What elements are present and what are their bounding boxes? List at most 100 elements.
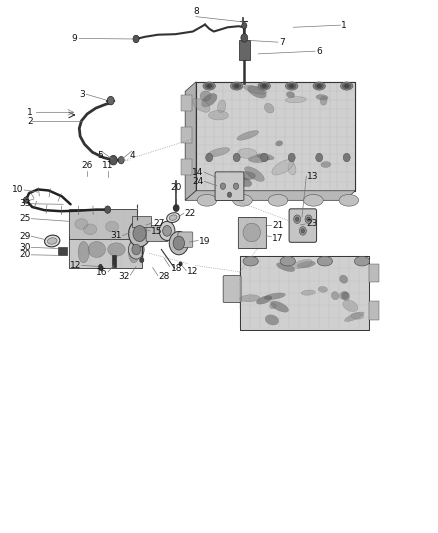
Text: 20: 20	[19, 251, 30, 260]
Polygon shape	[185, 82, 196, 200]
Text: 26: 26	[81, 161, 93, 169]
Circle shape	[288, 154, 295, 162]
Text: 22: 22	[184, 209, 196, 218]
Ellipse shape	[315, 83, 323, 89]
Bar	[181, 127, 192, 143]
Bar	[70, 236, 141, 268]
Circle shape	[128, 240, 144, 259]
Circle shape	[23, 197, 28, 203]
Circle shape	[227, 192, 232, 197]
Bar	[196, 82, 356, 191]
Ellipse shape	[244, 167, 264, 181]
Ellipse shape	[88, 241, 106, 257]
Ellipse shape	[317, 256, 332, 266]
Ellipse shape	[276, 141, 283, 146]
Polygon shape	[185, 191, 356, 200]
Circle shape	[118, 157, 124, 164]
Bar	[240, 256, 368, 330]
Circle shape	[110, 156, 117, 165]
Text: 7: 7	[279, 38, 285, 47]
Circle shape	[241, 34, 248, 42]
Ellipse shape	[318, 286, 328, 292]
Ellipse shape	[265, 315, 279, 325]
Ellipse shape	[193, 98, 210, 112]
Bar	[368, 264, 379, 282]
Text: 3: 3	[80, 90, 85, 99]
Ellipse shape	[317, 85, 321, 87]
Ellipse shape	[344, 85, 349, 87]
Circle shape	[99, 265, 102, 268]
Bar	[239, 40, 250, 60]
Circle shape	[179, 262, 182, 265]
Circle shape	[173, 205, 179, 211]
Ellipse shape	[243, 256, 258, 266]
Ellipse shape	[75, 219, 88, 229]
Circle shape	[233, 154, 240, 162]
Ellipse shape	[238, 148, 257, 158]
Ellipse shape	[339, 292, 348, 300]
Circle shape	[129, 220, 150, 247]
Circle shape	[162, 225, 171, 236]
FancyBboxPatch shape	[289, 209, 317, 243]
Ellipse shape	[47, 238, 57, 244]
Ellipse shape	[320, 96, 327, 105]
Ellipse shape	[340, 82, 353, 90]
Text: 25: 25	[19, 214, 30, 223]
Text: 16: 16	[96, 269, 107, 277]
Ellipse shape	[235, 177, 252, 187]
Circle shape	[105, 206, 111, 213]
Bar	[58, 247, 67, 255]
Ellipse shape	[257, 154, 274, 160]
Text: 13: 13	[307, 172, 319, 181]
Text: 18: 18	[170, 264, 182, 272]
Circle shape	[242, 22, 247, 29]
Ellipse shape	[108, 243, 125, 256]
Bar	[181, 95, 192, 111]
Bar	[181, 159, 192, 175]
Ellipse shape	[233, 83, 241, 89]
Circle shape	[220, 183, 226, 189]
Circle shape	[140, 258, 144, 262]
Ellipse shape	[203, 82, 215, 90]
Ellipse shape	[313, 82, 325, 90]
Text: 31: 31	[110, 231, 122, 240]
Bar	[368, 301, 379, 320]
Circle shape	[159, 221, 175, 240]
Ellipse shape	[78, 241, 89, 263]
Ellipse shape	[286, 82, 298, 90]
Ellipse shape	[301, 290, 315, 295]
Text: 28: 28	[159, 272, 170, 281]
Text: 5: 5	[97, 151, 103, 159]
Ellipse shape	[207, 148, 230, 157]
Ellipse shape	[106, 221, 119, 232]
Ellipse shape	[197, 195, 217, 206]
Circle shape	[133, 225, 146, 241]
FancyBboxPatch shape	[178, 232, 193, 247]
Ellipse shape	[248, 86, 266, 98]
Text: 33: 33	[19, 199, 30, 208]
Ellipse shape	[342, 292, 350, 300]
Circle shape	[107, 96, 114, 105]
Circle shape	[293, 215, 300, 223]
Ellipse shape	[248, 155, 269, 163]
FancyBboxPatch shape	[223, 276, 241, 303]
Ellipse shape	[270, 301, 289, 312]
FancyBboxPatch shape	[215, 172, 244, 200]
Ellipse shape	[339, 195, 359, 206]
Ellipse shape	[200, 91, 211, 101]
Ellipse shape	[208, 111, 228, 120]
Ellipse shape	[280, 256, 295, 266]
Ellipse shape	[167, 213, 180, 222]
Text: 20: 20	[170, 183, 182, 192]
Ellipse shape	[339, 275, 348, 284]
Text: 6: 6	[317, 47, 322, 55]
Ellipse shape	[343, 300, 358, 312]
Circle shape	[133, 35, 139, 43]
Ellipse shape	[297, 261, 315, 268]
Text: 1: 1	[27, 108, 33, 117]
Bar	[132, 216, 151, 227]
Text: 11: 11	[102, 161, 114, 169]
Ellipse shape	[264, 293, 285, 300]
Ellipse shape	[244, 85, 267, 94]
Circle shape	[301, 229, 304, 233]
